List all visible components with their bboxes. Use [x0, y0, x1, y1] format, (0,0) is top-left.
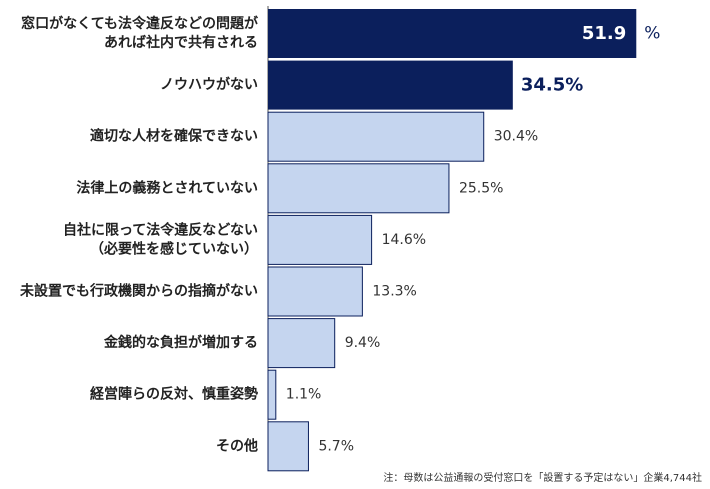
- unit-label-1: %: [644, 24, 660, 44]
- value-label-2: 34.5%: [521, 75, 583, 96]
- value-label-7: 9.4%: [345, 335, 381, 351]
- category-label-5-line2: （必要性を感じていない）: [90, 240, 258, 257]
- bar-1: [268, 9, 637, 58]
- bar-3: [267, 111, 485, 162]
- bar-2: [268, 60, 513, 110]
- category-label-6: 未設置でも行政機関からの指摘がない: [20, 283, 258, 300]
- category-label-9: その他: [216, 437, 258, 454]
- value-label-6: 13.3%: [372, 284, 416, 300]
- category-label-1-line1: 窓口がなくても法令違反などの問題が: [21, 15, 259, 32]
- footnote: 注：母数は公益通報の受付窓口を「設置する予定はない」企業4,744社: [383, 473, 702, 484]
- bar-9: [267, 421, 309, 472]
- value-label-1: 51.9: [582, 23, 626, 44]
- bar-6: [267, 266, 363, 317]
- bar-8: [267, 369, 277, 420]
- value-label-3: 30.4%: [494, 129, 538, 145]
- value-label-8: 1.1%: [286, 387, 322, 403]
- value-label-5: 14.6%: [382, 232, 426, 248]
- category-label-8: 経営陣らの反対、慎重姿勢: [90, 386, 258, 403]
- bar-7: [267, 318, 336, 369]
- category-label-1-line2: あれば社内で共有される: [104, 34, 258, 51]
- category-label-3: 適切な人材を確保できない: [90, 128, 258, 145]
- bar-4: [267, 163, 450, 214]
- category-label-4: 法律上の義務とされていない: [76, 179, 258, 196]
- bar-5: [267, 214, 373, 265]
- value-label-4: 25.5%: [459, 180, 503, 196]
- category-label-2: ノウハウがない: [160, 76, 258, 93]
- category-label-7: 金銭的な負担が増加する: [103, 334, 258, 351]
- value-label-9: 5.7%: [318, 438, 354, 454]
- category-label-5-line1: 自社に限って法令違反などない: [63, 221, 258, 238]
